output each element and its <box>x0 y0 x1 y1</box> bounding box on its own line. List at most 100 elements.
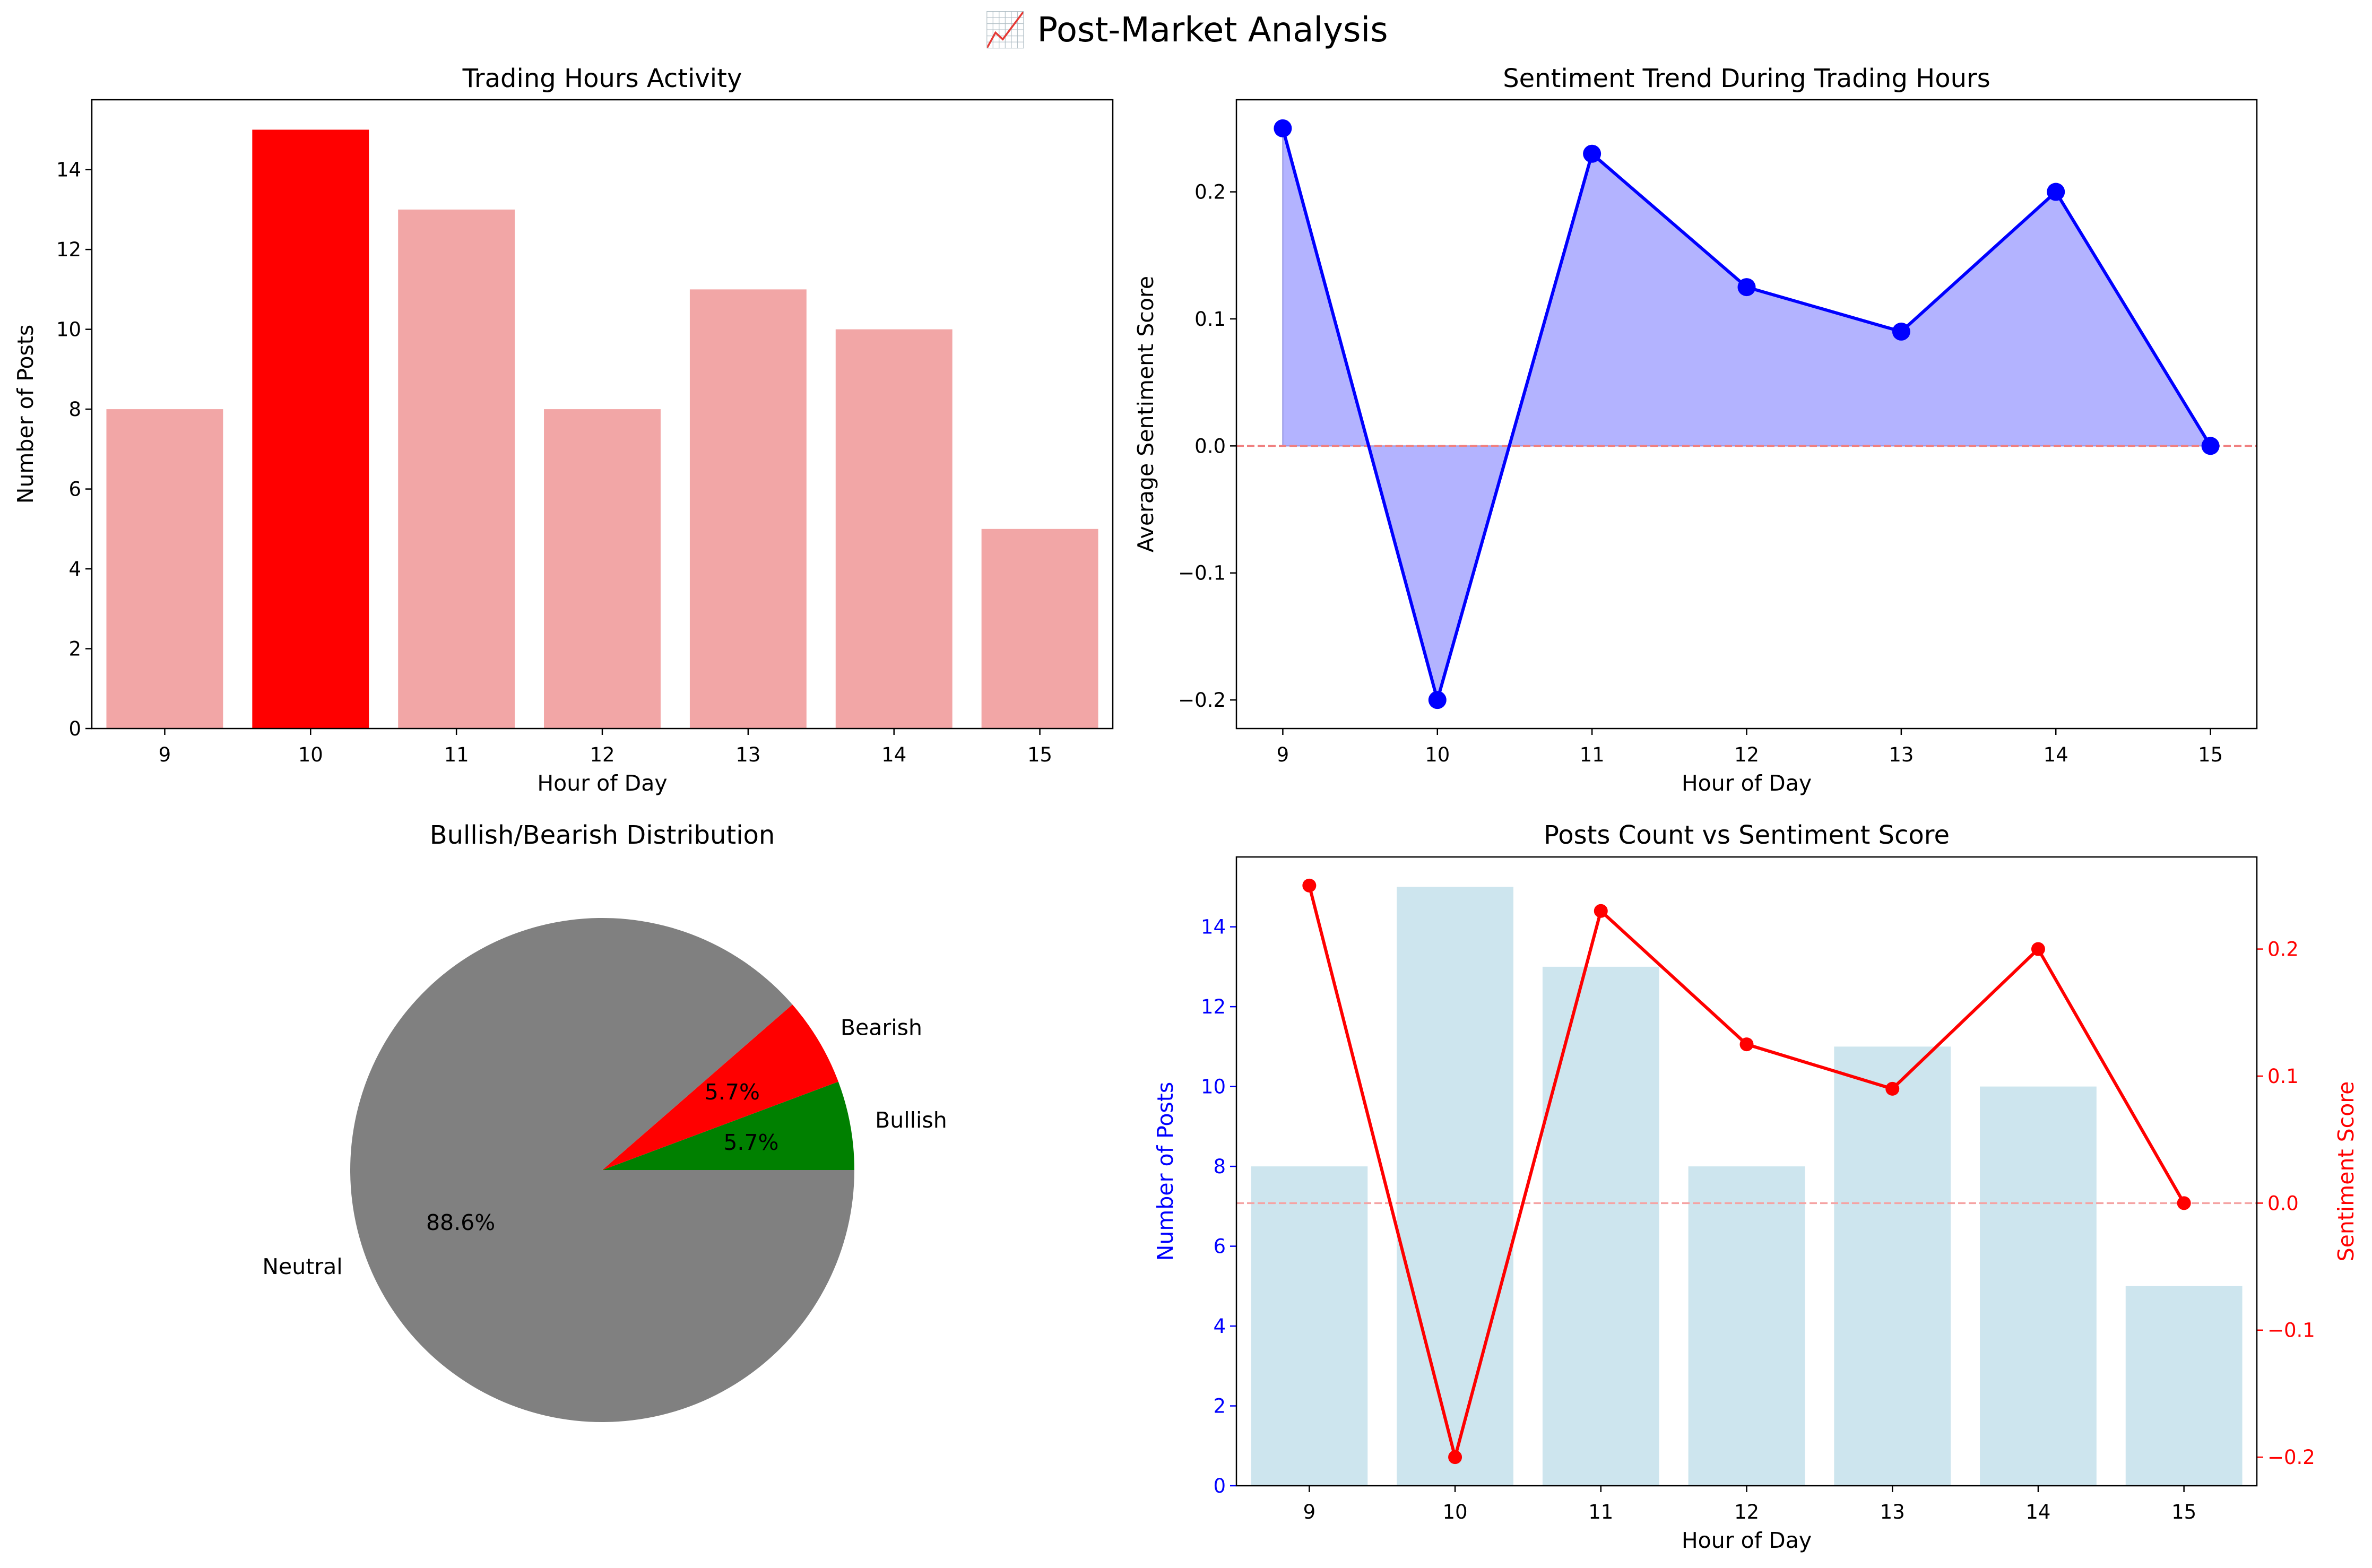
y-left-tick-label: 2 <box>1213 1395 1226 1418</box>
chart-title: Trading Hours Activity <box>462 64 742 93</box>
posts-bar <box>1251 1166 1368 1486</box>
x-tick-label: 12 <box>590 743 614 766</box>
sentiment-score-point <box>1448 1450 1462 1465</box>
sentiment-score-point <box>1594 904 1608 918</box>
figure-title: 📈 Post-Market Analysis <box>984 11 1388 50</box>
x-tick-label: 15 <box>2198 743 2223 766</box>
chart-title: Posts Count vs Sentiment Score <box>1544 820 1950 850</box>
posts-bar <box>1542 966 1659 1486</box>
y-left-tick-label: 12 <box>1201 995 1226 1018</box>
sentiment-score-point <box>2177 1196 2191 1210</box>
x-tick-label: 9 <box>1303 1501 1316 1523</box>
y-tick-label: 0.1 <box>1194 308 1226 331</box>
y-axis-label: Average Sentiment Score <box>1133 276 1158 552</box>
y-left-tick-label: 4 <box>1213 1315 1226 1338</box>
pie-label: Neutral <box>262 1254 342 1279</box>
x-tick-label: 13 <box>735 743 760 766</box>
x-axis-label: Hour of Day <box>537 770 667 796</box>
x-tick-label: 13 <box>1880 1501 1905 1523</box>
posts-bar <box>2125 1286 2243 1486</box>
x-tick-label: 11 <box>1588 1501 1613 1523</box>
pie-slice-neutral <box>350 918 854 1422</box>
y-tick-label: 4 <box>68 558 81 581</box>
y-tick-label: 0 <box>68 717 81 740</box>
y-tick-label: 8 <box>68 398 81 421</box>
posts-bar <box>1397 887 1513 1486</box>
y-left-axis-label: Number of Posts <box>1153 1082 1178 1261</box>
y-right-tick-label: 0.0 <box>2267 1192 2299 1215</box>
sentiment-point <box>2047 183 2065 201</box>
activity-bar <box>252 129 369 729</box>
y-left-tick-label: 8 <box>1213 1155 1226 1178</box>
posts-vs-sentiment-chart: 9 10 11 12 13 14 15 0 2 4 6 8 10 12 14 −0.2 −0.1 0.0 0.1 0.… <box>1153 820 2359 1553</box>
x-tick-label: 9 <box>159 743 171 766</box>
sentiment-score-point <box>1302 878 1317 893</box>
y-tick-label: −0.1 <box>1178 562 1226 585</box>
y-left-tick-label: 10 <box>1201 1076 1226 1098</box>
x-tick-label: 10 <box>298 743 323 766</box>
activity-bar <box>398 209 515 729</box>
x-tick-label: 13 <box>1889 743 1914 766</box>
y-tick-label: 6 <box>68 478 81 501</box>
x-tick-label: 11 <box>1580 743 1605 766</box>
pie-label: Bullish <box>875 1107 947 1133</box>
chart-title: Sentiment Trend During Trading Hours <box>1503 64 1990 93</box>
y-tick-label: 2 <box>68 638 81 661</box>
plot-frame <box>1235 99 2258 730</box>
x-tick-label: 14 <box>2025 1501 2050 1523</box>
activity-bar <box>689 289 807 729</box>
trading-hours-activity-chart: 9 10 11 12 13 14 15 0 2 4 6 8 10 12 14 Trading Hours Ac… <box>13 64 1114 796</box>
x-tick-label: 15 <box>1027 743 1052 766</box>
y-tick-label: 12 <box>56 238 81 261</box>
y-right-axis-label: Sentiment Score <box>2333 1081 2359 1262</box>
y-tick-label: 0.0 <box>1194 435 1226 457</box>
x-tick-label: 9 <box>1277 743 1289 766</box>
y-right-tick-label: −0.2 <box>2267 1446 2315 1469</box>
posts-bar <box>1688 1166 1805 1486</box>
x-tick-label: 12 <box>1734 1501 1759 1523</box>
sentiment-trend-chart: 9 10 11 12 13 14 15 −0.2 −0.1 0.0 0.1 0.2 Sentiment … <box>1133 64 2258 796</box>
y-left-tick-label: 6 <box>1213 1235 1226 1258</box>
activity-bar <box>106 409 223 729</box>
plot-frame <box>91 99 1114 730</box>
activity-bar <box>544 409 661 729</box>
plot-frame <box>1235 856 2258 1487</box>
sentiment-point <box>1892 322 1910 341</box>
x-tick-label: 14 <box>881 743 906 766</box>
y-right-tick-label: 0.1 <box>2267 1065 2299 1088</box>
y-tick-label: 10 <box>56 318 81 341</box>
y-right-tick-label: −0.1 <box>2267 1319 2315 1342</box>
y-axis-label: Number of Posts <box>13 325 38 504</box>
sentiment-point <box>1737 278 1756 297</box>
pie-slice-bullish <box>602 1081 854 1170</box>
sentiment-point <box>1428 691 1447 709</box>
pie-label: Bearish <box>841 1015 922 1041</box>
x-tick-label: 11 <box>444 743 469 766</box>
x-axis-label: Hour of Day <box>1682 770 1812 796</box>
y-left-tick-label: 14 <box>1201 916 1226 939</box>
x-tick-label: 14 <box>2044 743 2068 766</box>
sentiment-score-point <box>1885 1081 1900 1096</box>
x-tick-label: 15 <box>2171 1501 2196 1523</box>
x-tick-label: 12 <box>1734 743 1759 766</box>
y-left-tick-label: 0 <box>1213 1475 1226 1497</box>
sentiment-point <box>1274 119 1292 137</box>
x-axis-label: Hour of Day <box>1682 1528 1812 1553</box>
sentiment-point <box>2201 437 2220 455</box>
posts-bar <box>1980 1086 2097 1486</box>
sentiment-score-point <box>2031 942 2045 956</box>
y-tick-label: 0.2 <box>1194 181 1226 204</box>
x-tick-label: 10 <box>1443 1501 1468 1523</box>
activity-bar <box>835 329 953 729</box>
y-tick-label: −0.2 <box>1178 689 1226 712</box>
chart-title: Bullish/Bearish Distribution <box>430 820 775 850</box>
activity-bar <box>981 529 1098 729</box>
y-right-tick-label: 0.2 <box>2267 938 2299 961</box>
sentiment-score-point <box>1739 1037 1754 1052</box>
bullish-bearish-pie-chart: Bullish 5.7% Bearish 5.7% Neutral 88.6% Bullis… <box>262 820 947 1422</box>
sentiment-point <box>1583 144 1601 163</box>
pie-percent-label: 5.7% <box>723 1130 778 1155</box>
y-tick-label: 14 <box>56 159 81 181</box>
pie-percent-label: 5.7% <box>705 1079 760 1105</box>
